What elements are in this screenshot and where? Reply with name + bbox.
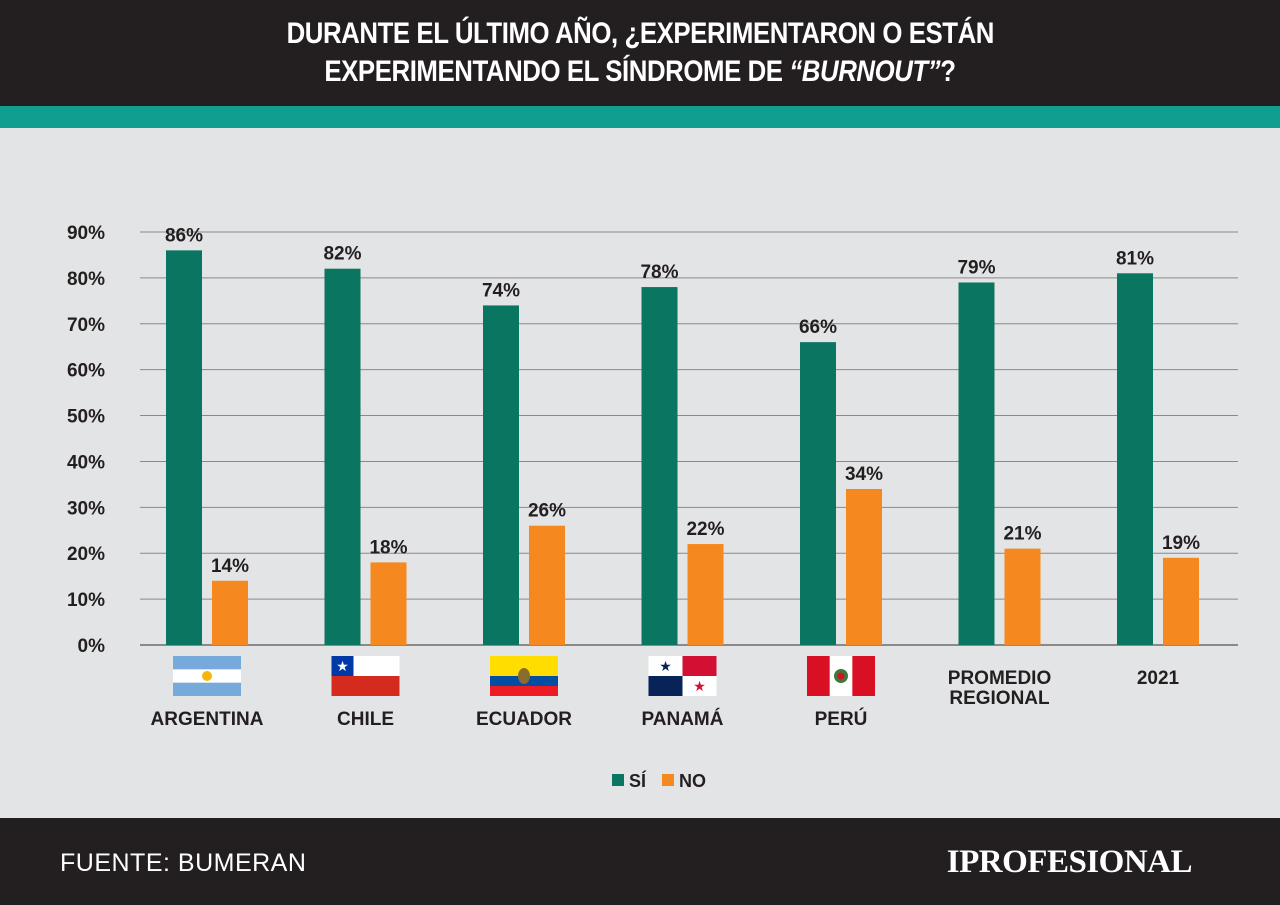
legend-label: SÍ [629,770,647,791]
flag-stripe [331,676,400,696]
brand-logo: IPROFESIONAL [946,844,1193,880]
category-label-line: REGIONAL [949,688,1050,709]
bar-no [846,488,882,645]
data-label: 78% [640,262,678,283]
bar-si [641,287,678,645]
source-text: FUENTE: BUMERAN [60,849,307,877]
category-label-line: PROMEDIO [948,668,1051,689]
data-label: 81% [1116,248,1154,269]
flag-quarter [648,676,683,696]
y-tick-label: 60% [67,361,105,382]
bar-no [687,544,724,645]
bar-si [800,342,836,645]
star-icon: ★ [693,678,706,694]
category-label: CHILE [337,709,394,730]
data-label: 26% [528,501,566,522]
data-label: 82% [323,244,361,265]
chart-title: DURANTE EL ÚLTIMO AÑO, ¿EXPERIMENTARON O… [0,0,1280,106]
category-label: PERÚ [815,708,868,730]
data-label: 34% [845,464,883,485]
bar-si [1117,273,1153,645]
flag-ecuador [490,656,558,696]
bar-no [1163,557,1199,645]
title-line-2-text: EXPERIMENTANDO EL SÍNDROME DE [324,55,790,88]
flag-stripe [490,686,558,696]
data-label: 86% [165,225,203,246]
bar-si [324,268,361,645]
y-tick-label: 0% [78,636,106,657]
y-tick-label: 80% [67,269,105,290]
accent-stripe [0,106,1280,128]
data-label: 21% [1003,524,1041,545]
flag-quarter [682,656,717,676]
y-tick-label: 40% [67,452,105,473]
title-line-1: DURANTE EL ÚLTIMO AÑO, ¿EXPERIMENTARON O… [286,17,994,50]
y-tick-label: 30% [67,498,105,519]
category-label: ECUADOR [476,709,572,730]
bar-no [1004,548,1041,645]
category-label: PROMEDIO REGIONAL [948,668,1051,709]
data-label: 14% [211,556,249,577]
flag-stripe [490,656,558,676]
star-icon: ★ [659,658,672,674]
legend-swatch-si [612,774,624,786]
legend-swatch-no [662,774,674,786]
bar-si [958,282,995,645]
bar-si [166,250,202,645]
sun-icon [202,671,212,681]
flag-canton [331,656,354,676]
flag-chile: ★ [331,656,400,696]
data-label: 79% [957,257,995,278]
category-label: PANAMÁ [642,708,724,730]
star-icon: ★ [336,658,349,674]
data-label: 22% [686,519,724,540]
footer: FUENTE: BUMERAN IPROFESIONAL [0,818,1280,905]
title-burnout-text: “BURNOUT” [789,55,941,88]
y-tick-label: 50% [67,407,105,428]
y-tick-label: 90% [67,223,105,244]
category-label: ARGENTINA [151,709,264,730]
data-label: 74% [482,280,520,301]
legend-label: NO [679,771,706,791]
bar-no [370,562,407,645]
data-label: 66% [799,317,837,338]
bar-si [483,305,519,645]
y-tick-label: 70% [67,315,105,336]
flag-panama: ★★ [648,656,717,696]
title-question-mark: ? [940,55,956,88]
data-label: 19% [1162,533,1200,554]
category-label: 2021 [1137,668,1180,689]
coat-of-arms-icon [518,668,530,684]
y-tick-label: 10% [67,590,105,611]
flag-argentina [173,656,241,696]
coat-of-arms-detail [837,672,845,680]
bar-no [529,525,565,645]
flag-peru [807,656,875,696]
bar-no [212,580,248,645]
title-line-2: EXPERIMENTANDO EL SÍNDROME DE “BURNOUT”? [324,53,956,91]
data-label: 18% [369,537,407,558]
bar-chart: 0% 10% 20% 30% 40% 50% 60% 70% 80% 90% 86% 14% 82% 1… [67,223,1238,791]
y-tick-label: 20% [67,544,105,565]
